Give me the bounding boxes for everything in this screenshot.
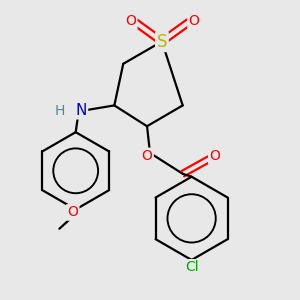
Text: O: O bbox=[125, 14, 136, 28]
Text: O: O bbox=[67, 206, 78, 219]
Text: O: O bbox=[209, 149, 220, 163]
Text: O: O bbox=[189, 14, 200, 28]
Text: Cl: Cl bbox=[185, 260, 198, 274]
Text: O: O bbox=[142, 149, 152, 163]
Text: N: N bbox=[75, 103, 87, 118]
Text: H: H bbox=[54, 104, 64, 118]
Text: S: S bbox=[157, 32, 167, 50]
